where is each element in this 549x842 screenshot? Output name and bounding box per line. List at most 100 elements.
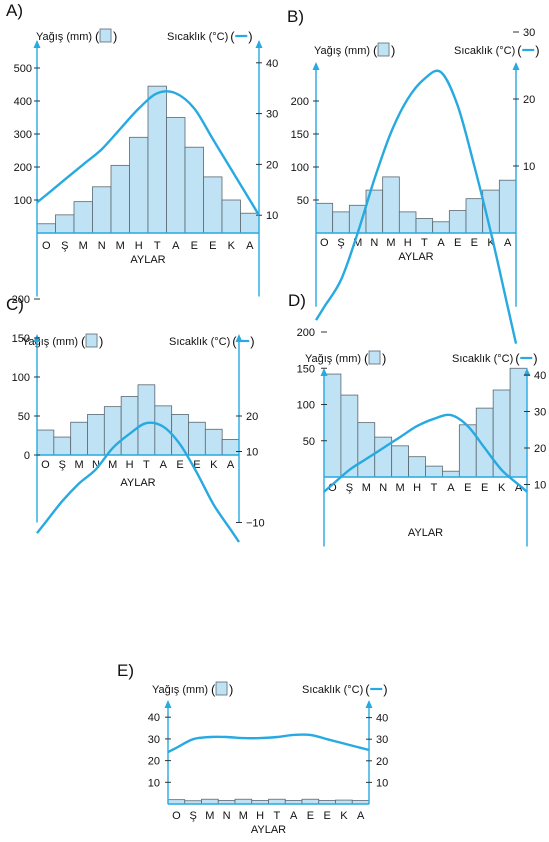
month-label: N (379, 482, 387, 494)
precip-tick-label: 200 (12, 294, 30, 306)
chart-letter: C) (6, 295, 24, 314)
precip-tick-label: 30 (148, 734, 160, 746)
month-label: T (274, 810, 281, 822)
precip-bar (36, 429, 55, 456)
arrow-up-icon (255, 40, 263, 48)
month-label: Ş (61, 240, 68, 252)
swatch-paren: ) (382, 351, 386, 366)
month-label: E (193, 459, 200, 471)
month-label: K (498, 482, 506, 494)
precip-bar (53, 436, 72, 456)
month-label: T (431, 482, 438, 494)
month-label: N (370, 237, 378, 249)
month-label: M (116, 240, 125, 252)
arrow-up-icon (312, 62, 320, 70)
precip-bar (442, 470, 460, 478)
temp-tick-label: 10 (266, 210, 278, 222)
precip-tick-label: 0 (24, 450, 30, 462)
chart-letter: A) (6, 1, 23, 20)
precip-tick-label: 50 (18, 411, 30, 423)
month-label: A (290, 810, 298, 822)
precip-axis-label: Yağış (mm) (305, 353, 361, 365)
precip-bar (475, 407, 494, 478)
arrow-up-icon (164, 700, 172, 708)
chart-letter: D) (288, 291, 306, 310)
temperature-line (167, 733, 370, 754)
swatch-paren: ) (535, 43, 539, 58)
month-label: A (227, 459, 235, 471)
swatch-paren: ( (211, 682, 216, 697)
arrow-up-icon (33, 40, 41, 48)
chart-letter: E) (117, 661, 134, 680)
arrow-up-icon (523, 368, 531, 376)
precip-axis-label: Yağış (mm) (314, 45, 370, 57)
precip-bar (201, 798, 219, 805)
swatch-paren: ) (533, 351, 537, 366)
x-axis-label: AYLAR (120, 477, 155, 489)
precip-tick-label: 40 (148, 712, 160, 724)
precip-tick-label: 400 (14, 96, 32, 108)
temp-tick-label: 10 (523, 161, 535, 173)
precip-tick-label: 500 (14, 63, 32, 75)
month-label: K (340, 810, 348, 822)
precip-tick-label: 150 (12, 333, 30, 345)
month-label: T (143, 459, 150, 471)
temp-tick-label: 30 (376, 734, 388, 746)
month-label: A (447, 482, 455, 494)
precip-bar (240, 212, 260, 234)
temp-axis-label: Sıcaklık (°C) (302, 684, 363, 696)
swatch-paren: ( (517, 43, 522, 58)
month-label: H (404, 237, 412, 249)
precip-tick-label: 300 (14, 129, 32, 141)
month-label: O (172, 810, 181, 822)
month-label: N (98, 240, 106, 252)
month-label: M (74, 459, 83, 471)
precip-bar (465, 198, 484, 234)
month-label: O (328, 482, 337, 494)
month-label: M (108, 459, 117, 471)
month-label: E (464, 482, 471, 494)
precip-tick-label: 100 (291, 162, 309, 174)
chart-e: E)Yağış (mm)() Sıcaklık (°C)()10203040102… (117, 661, 388, 836)
month-label: Ş (59, 459, 66, 471)
temp-tick-label: 20 (376, 756, 388, 768)
temp-tick-label: 10 (376, 777, 388, 789)
temp-tick-label: 10 (246, 447, 258, 459)
month-label: M (353, 237, 362, 249)
month-label: O (41, 459, 50, 471)
month-label: E (307, 810, 314, 822)
precip-bar (166, 117, 186, 234)
temp-tick-label: −10 (246, 518, 265, 530)
temp-tick-label: 40 (376, 713, 388, 725)
swatch-paren: ) (99, 334, 103, 349)
temperature-line (36, 421, 240, 543)
precip-bar (147, 85, 167, 234)
temp-tick-label: 30 (523, 27, 535, 39)
precip-axis-label: Yağış (mm) (36, 31, 92, 43)
swatch-paren: ( (373, 43, 378, 58)
temp-tick-label: 30 (534, 407, 546, 419)
precip-tick-label: 50 (303, 436, 315, 448)
month-label: E (454, 237, 461, 249)
precip-bar (36, 223, 56, 234)
precip-bar (188, 421, 206, 456)
month-label: O (320, 237, 329, 249)
month-label: H (413, 482, 421, 494)
temp-tick-label: 30 (266, 109, 278, 121)
arrow-up-icon (320, 368, 328, 376)
precip-bar (129, 136, 149, 234)
precip-tick-label: 100 (297, 400, 315, 412)
month-label: E (471, 237, 478, 249)
x-axis-label: AYLAR (130, 254, 165, 266)
precip-legend-swatch (377, 42, 390, 57)
month-label: K (487, 237, 495, 249)
month-label: H (256, 810, 264, 822)
precip-bar (268, 798, 286, 805)
precip-bar (382, 176, 400, 234)
precip-bar (171, 414, 189, 456)
precip-tick-label: 200 (14, 162, 32, 174)
precip-bar (323, 373, 342, 478)
precip-bar (55, 214, 75, 234)
precip-legend-swatch (99, 28, 112, 43)
